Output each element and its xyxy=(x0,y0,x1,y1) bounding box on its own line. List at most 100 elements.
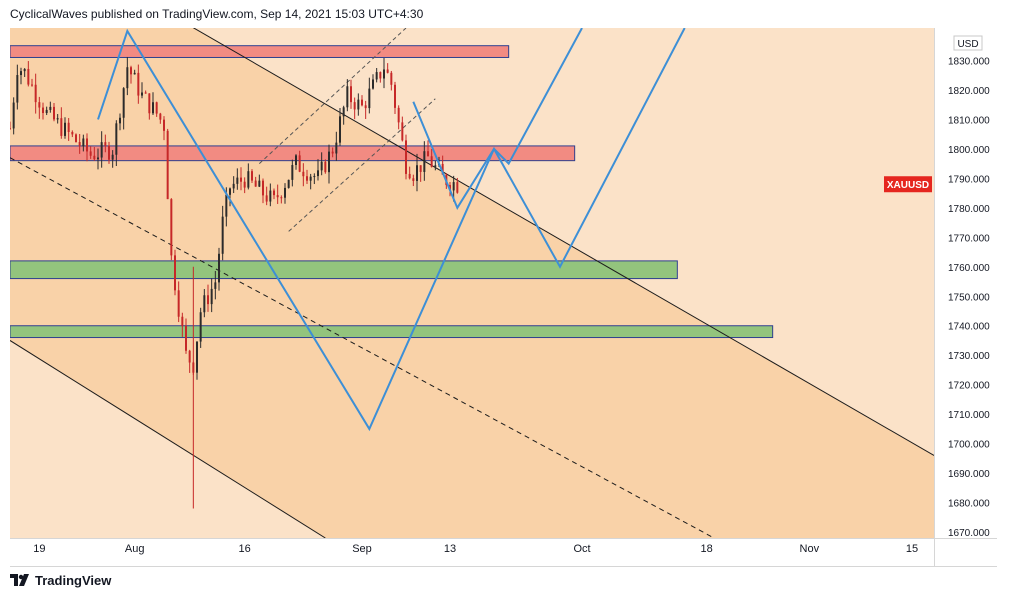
candle-body xyxy=(368,88,371,109)
time-axis-background[interactable] xyxy=(10,538,935,566)
candle-body xyxy=(335,142,338,154)
zone-support-lower xyxy=(10,325,774,339)
candle-body xyxy=(273,190,275,196)
price-axis-background[interactable] xyxy=(935,28,997,538)
trendline-channel-lower xyxy=(10,340,326,538)
candle-body xyxy=(386,69,389,73)
price-tick-label: 1770.000 xyxy=(948,233,990,244)
tradingview-brand[interactable]: TradingView xyxy=(35,572,112,588)
candle-body xyxy=(122,88,125,118)
candle-body xyxy=(12,102,15,129)
price-tick-label: 1680.000 xyxy=(948,499,990,510)
candle-body xyxy=(353,102,356,110)
candle-body xyxy=(10,128,11,130)
candle-body xyxy=(456,182,459,193)
candle-body xyxy=(243,181,246,188)
candle-body xyxy=(16,75,19,103)
time-tick-label: 15 xyxy=(906,543,918,555)
candle-body xyxy=(148,93,151,114)
price-tick-label: 1740.000 xyxy=(948,322,990,333)
candle-body xyxy=(144,92,147,94)
price-tick-label: 1830.000 xyxy=(948,56,990,67)
price-tick-label: 1670.000 xyxy=(948,528,990,539)
candle-body xyxy=(133,72,136,75)
price-tick-label: 1720.000 xyxy=(948,381,990,392)
candle-body xyxy=(188,350,191,363)
candle-body xyxy=(155,102,158,114)
candle-body xyxy=(309,176,312,181)
candle-body xyxy=(258,180,261,187)
candle-body xyxy=(78,142,81,147)
trendline-channel-upper xyxy=(192,28,934,456)
candle-body xyxy=(419,165,422,172)
candle-body xyxy=(111,154,114,160)
candle-body xyxy=(265,195,268,202)
candle-body xyxy=(313,176,316,178)
candle-body xyxy=(177,290,180,317)
candle-body xyxy=(251,171,253,181)
candle-body xyxy=(269,190,272,202)
candle-body xyxy=(331,151,334,154)
candle-body xyxy=(49,106,52,110)
candle-body xyxy=(379,72,382,79)
price-tick-label: 1790.000 xyxy=(948,174,990,185)
candle-body xyxy=(408,173,411,179)
candle-body xyxy=(130,67,132,75)
candle-body xyxy=(126,67,129,89)
candle-body xyxy=(375,72,378,80)
candle-body xyxy=(97,157,99,160)
candle-body xyxy=(427,151,429,157)
candle-body xyxy=(210,288,213,305)
candle-body xyxy=(383,69,385,79)
time-tick-label: Aug xyxy=(125,543,145,555)
candle-body xyxy=(328,151,330,173)
candle-body xyxy=(119,117,121,124)
candle-body xyxy=(317,170,319,177)
candle-body xyxy=(247,171,250,188)
candle-body xyxy=(346,86,349,108)
candle-body xyxy=(75,134,77,143)
price-tick-label: 1710.000 xyxy=(948,410,990,421)
price-tick-label: 1700.000 xyxy=(948,440,990,451)
zones-layer xyxy=(10,45,774,339)
candle-body xyxy=(232,183,235,189)
candle-body xyxy=(430,156,433,167)
candle-body xyxy=(170,199,173,256)
price-axis: 1670.000 1680.000 1690.000 1700.000 1710.000… xyxy=(948,56,990,539)
candle-body xyxy=(350,86,352,103)
price-tick-label: 1780.000 xyxy=(948,204,990,215)
candle-body xyxy=(361,99,363,106)
currency-text: USD xyxy=(957,39,978,50)
candle-body xyxy=(254,180,257,187)
candle-body xyxy=(31,84,33,86)
candle-body xyxy=(390,72,393,85)
time-tick-label: 18 xyxy=(701,543,713,555)
candle-body xyxy=(137,72,140,96)
trendline-small-channel-upper xyxy=(258,28,407,164)
zone-resistance-upper xyxy=(10,45,510,58)
candle-body xyxy=(104,142,107,146)
time-tick-label: Oct xyxy=(573,543,590,555)
candle-body xyxy=(60,118,63,136)
candle-body xyxy=(181,316,184,326)
candle-body xyxy=(291,165,294,180)
ticker-label: XAUUSD xyxy=(887,180,929,191)
candle-body xyxy=(42,107,44,114)
candle-body xyxy=(372,79,374,89)
candle-body xyxy=(23,68,26,72)
candle-body xyxy=(20,71,22,76)
candle-body xyxy=(185,325,187,351)
publish-caption: CyclicalWaves published on TradingView.c… xyxy=(10,7,424,21)
candle-body xyxy=(240,177,242,182)
candle-body xyxy=(115,123,118,155)
candle-body xyxy=(218,253,220,283)
time-tick-label: 16 xyxy=(239,543,251,555)
price-tick-label: 1800.000 xyxy=(948,145,990,156)
price-tick-label: 1820.000 xyxy=(948,86,990,97)
candles-layer xyxy=(10,56,459,509)
candle-body xyxy=(199,312,202,342)
candle-body xyxy=(302,171,305,177)
currency-label[interactable]: USD xyxy=(953,35,983,51)
wave-projections-layer xyxy=(97,28,686,432)
